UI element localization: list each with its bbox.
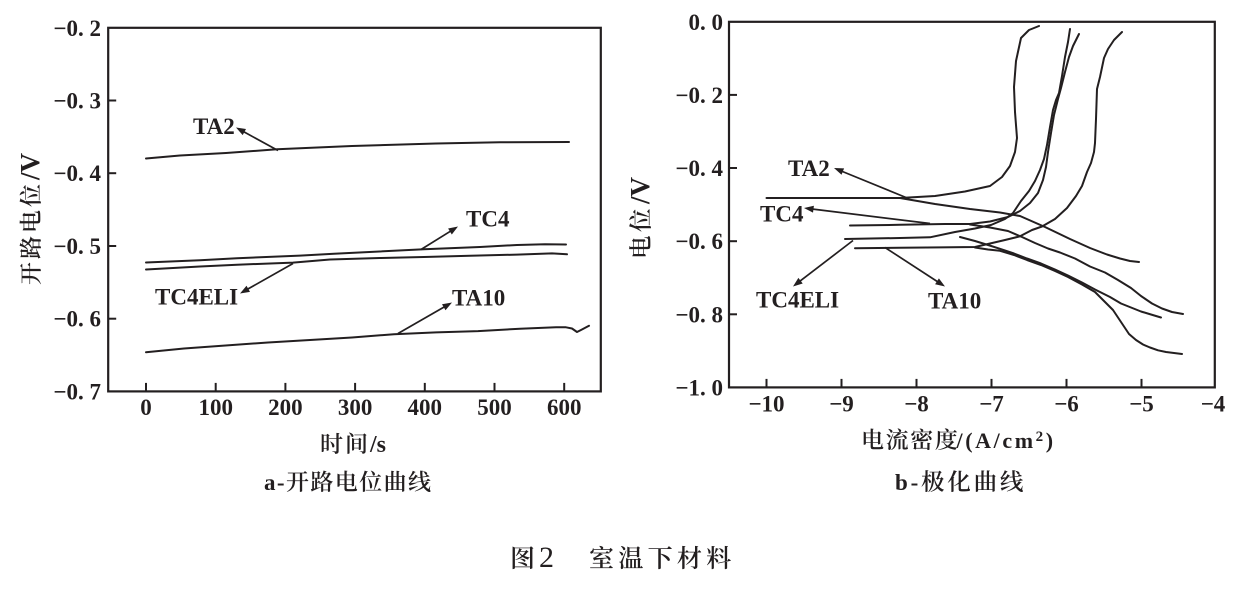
svg-text:−9: −9	[829, 392, 854, 417]
svg-text:TA10: TA10	[452, 286, 505, 311]
svg-text:TA10: TA10	[928, 289, 981, 314]
svg-text:2: 2	[539, 541, 554, 574]
svg-text:TC4ELI: TC4ELI	[155, 285, 238, 310]
svg-text:−0. 6: −0. 6	[675, 229, 723, 254]
svg-text:TC4: TC4	[760, 202, 804, 227]
svg-text:300: 300	[338, 395, 373, 420]
svg-text:0: 0	[140, 395, 152, 420]
svg-text:−0. 6: −0. 6	[53, 307, 101, 332]
svg-text:−0. 4: −0. 4	[675, 156, 723, 181]
svg-text:TC4: TC4	[466, 207, 510, 232]
svg-text:−0. 5: −0. 5	[53, 234, 101, 259]
svg-text:−0. 2: −0. 2	[53, 16, 101, 41]
svg-text:−0. 4: −0. 4	[53, 161, 101, 186]
svg-text:0. 0: 0. 0	[689, 10, 724, 35]
svg-text:400: 400	[408, 395, 443, 420]
svg-text:−0. 7: −0. 7	[53, 379, 101, 404]
svg-text:-: -	[277, 470, 285, 495]
svg-text:/V: /V	[15, 152, 45, 181]
svg-text:−7: −7	[979, 392, 1004, 417]
svg-text:TA2: TA2	[788, 156, 830, 181]
svg-text:100: 100	[198, 395, 233, 420]
svg-text:200: 200	[268, 395, 303, 420]
svg-text:-: -	[911, 470, 919, 495]
svg-text:TC4ELI: TC4ELI	[756, 288, 839, 313]
svg-text:−0. 2: −0. 2	[675, 83, 723, 108]
svg-text:b: b	[895, 470, 908, 495]
svg-text:TA2: TA2	[193, 114, 235, 139]
svg-text:−4: −4	[1201, 392, 1226, 417]
svg-text:500: 500	[477, 395, 512, 420]
svg-text:/V: /V	[625, 176, 655, 205]
svg-text:−8: −8	[904, 392, 929, 417]
svg-text:−1. 0: −1. 0	[675, 375, 723, 400]
svg-text:/s: /s	[369, 432, 386, 458]
svg-text:−10: −10	[748, 392, 784, 417]
svg-text:−0. 3: −0. 3	[53, 89, 101, 114]
svg-text:600: 600	[547, 395, 582, 420]
svg-text:a: a	[264, 470, 276, 495]
svg-text:−0. 8: −0. 8	[675, 302, 723, 327]
svg-text:−5: −5	[1129, 392, 1154, 417]
svg-text:−6: −6	[1054, 392, 1079, 417]
